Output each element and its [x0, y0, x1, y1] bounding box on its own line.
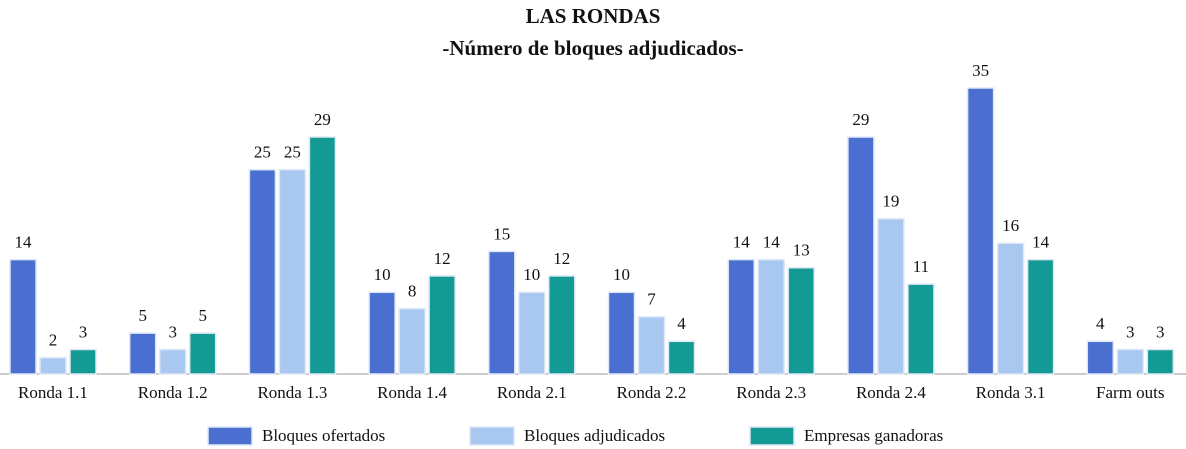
- data-label: 11: [913, 257, 929, 276]
- bar: [248, 168, 277, 375]
- data-label: 10: [374, 265, 391, 284]
- x-tick-label: Ronda 2.1: [497, 383, 567, 402]
- data-label: 29: [852, 110, 869, 129]
- x-tick-label: Ronda 2.3: [736, 383, 806, 402]
- bar: [518, 291, 546, 375]
- data-label: 5: [198, 306, 207, 325]
- legend-label: Bloques ofertados: [262, 426, 385, 445]
- data-label: 5: [138, 306, 147, 325]
- data-label: 4: [1096, 314, 1105, 333]
- data-label: 10: [613, 265, 630, 284]
- data-label: 14: [1032, 233, 1050, 252]
- data-label: 35: [972, 61, 989, 80]
- data-label: 3: [1126, 322, 1135, 341]
- bar: [9, 258, 37, 375]
- x-tick-label: Ronda 2.2: [617, 383, 687, 402]
- data-label: 25: [284, 143, 301, 162]
- x-tick-label: Ronda 1.2: [138, 383, 208, 402]
- bar: [1086, 340, 1115, 375]
- data-label: 8: [408, 282, 417, 301]
- data-label: 3: [1156, 322, 1165, 341]
- data-label: 14: [763, 233, 781, 252]
- bar: [1116, 348, 1145, 375]
- bar: [1146, 348, 1175, 375]
- bar: [308, 136, 337, 375]
- data-label: 7: [647, 290, 656, 309]
- x-tick-label: Ronda 1.3: [257, 383, 327, 402]
- legend-swatch: [749, 426, 795, 446]
- legend-swatch: [207, 426, 253, 446]
- data-label: 10: [523, 265, 540, 284]
- x-tick-label: Ronda 1.1: [18, 383, 88, 402]
- data-label: 19: [882, 192, 899, 211]
- bar: [128, 332, 157, 375]
- bar: [278, 168, 307, 375]
- chart-title: LAS RONDAS: [526, 4, 661, 28]
- legend-swatch: [469, 426, 515, 446]
- bar: [787, 267, 815, 375]
- bar: [607, 291, 636, 375]
- data-label: 13: [793, 241, 810, 260]
- data-label: 4: [677, 314, 686, 333]
- data-label: 25: [254, 143, 271, 162]
- bar: [39, 356, 67, 375]
- data-label: 3: [168, 322, 177, 341]
- data-label: 12: [434, 249, 451, 268]
- bar: [877, 217, 905, 375]
- bar: [548, 275, 576, 375]
- data-label: 16: [1002, 216, 1019, 235]
- bar: [488, 250, 516, 375]
- bar: [847, 136, 875, 375]
- bar: [158, 348, 187, 375]
- bar: [637, 316, 666, 375]
- bar: [757, 258, 785, 375]
- bar: [996, 242, 1025, 375]
- legend-label: Empresas ganadoras: [804, 426, 943, 445]
- bar: [428, 275, 456, 375]
- legend-label: Bloques adjudicados: [524, 426, 665, 445]
- bar: [1026, 258, 1055, 375]
- x-tick-label: Ronda 3.1: [976, 383, 1046, 402]
- bar: [907, 283, 935, 375]
- data-label: 29: [314, 110, 331, 129]
- x-tick-label: Ronda 2.4: [856, 383, 926, 402]
- x-tick-label: Ronda 1.4: [377, 383, 447, 402]
- data-label: 3: [79, 322, 88, 341]
- bar: [667, 340, 696, 375]
- data-label: 2: [49, 331, 58, 350]
- data-label: 12: [553, 249, 570, 268]
- bar: [188, 332, 217, 375]
- chart-subtitle: -Número de bloques adjudicados-: [442, 36, 743, 60]
- bar: [398, 307, 426, 375]
- bar: [368, 291, 396, 375]
- bar: [69, 348, 97, 375]
- x-tick-label: Farm outs: [1096, 383, 1164, 402]
- data-label: 14: [15, 233, 33, 252]
- data-label: 14: [733, 233, 751, 252]
- bar: [966, 87, 995, 375]
- data-label: 15: [493, 224, 510, 243]
- bar: [727, 258, 755, 375]
